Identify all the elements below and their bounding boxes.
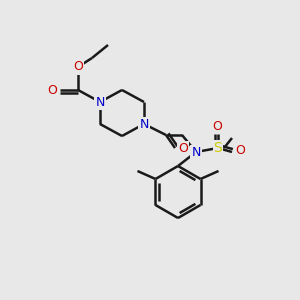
Text: N: N [191,146,201,158]
Text: N: N [95,95,105,109]
Text: O: O [73,61,83,74]
Text: O: O [212,119,222,133]
Text: S: S [214,141,222,155]
Text: N: N [139,118,149,130]
Text: O: O [178,142,188,154]
Text: O: O [47,83,57,97]
Text: O: O [235,145,245,158]
